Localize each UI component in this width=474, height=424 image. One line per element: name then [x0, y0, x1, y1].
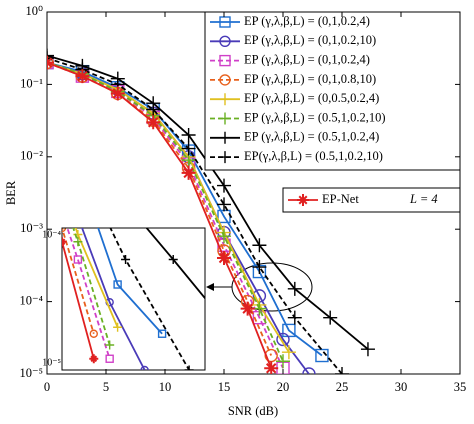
marker [360, 342, 375, 357]
marker [252, 301, 267, 316]
arrow-head [206, 283, 214, 291]
marker [219, 151, 231, 164]
marker [181, 128, 196, 143]
marker [219, 74, 231, 86]
legend-label: EP(γ,λ,β,L) = (0.5,1,0.2,10) [244, 149, 383, 163]
marker [74, 213, 81, 220]
x-tick-label: 0 [44, 380, 50, 394]
marker [113, 322, 123, 332]
marker [220, 317, 229, 326]
y-tick-label: 10⁻³ [20, 221, 43, 235]
x-tick-label: 30 [395, 380, 408, 394]
inset-y-tick-label: 10⁻⁴ [42, 229, 61, 240]
marker [26, 138, 35, 147]
marker [219, 35, 231, 47]
marker [217, 251, 231, 266]
legend-label: EP (γ,λ,β,L) = (0.5,1,0.2,10) [244, 110, 386, 124]
marker [27, 57, 34, 64]
marker [217, 178, 231, 193]
marker [157, 329, 167, 338]
marker [105, 340, 115, 350]
marker [73, 113, 82, 122]
x-tick-label: 35 [454, 380, 467, 394]
marker [264, 361, 279, 374]
marker [217, 197, 231, 212]
marker [168, 255, 178, 265]
x-tick-label: 15 [218, 380, 231, 394]
marker [47, 48, 54, 63]
marker [74, 166, 81, 173]
marker [302, 367, 316, 374]
series-line [97, 228, 163, 335]
marker [181, 165, 196, 180]
marker [323, 310, 338, 325]
legend-entries: EP (γ,λ,β,L) = (0,1,0.2,4) EP (γ,λ,β,L) =… [210, 14, 386, 206]
marker [26, 33, 35, 42]
series-line [81, 228, 146, 370]
y-axis-label: BER [4, 180, 18, 205]
marker [73, 237, 83, 247]
marker [219, 16, 231, 28]
marker [146, 102, 161, 117]
marker [47, 51, 54, 66]
marker [240, 301, 255, 316]
legend [204, 11, 461, 171]
plot-area [47, 48, 375, 374]
marker [297, 194, 309, 206]
marker [252, 260, 267, 275]
inset-y-tick-label: 10⁻⁵ [42, 357, 61, 368]
marker [315, 348, 329, 363]
marker [287, 310, 302, 325]
legend-label: EP (γ,λ,β,L) = (0,0.5,0.2,4) [244, 91, 379, 105]
marker [105, 354, 114, 363]
y-tick-label: 10⁰ [25, 4, 43, 18]
series-line [145, 228, 205, 300]
marker [252, 238, 267, 253]
marker [219, 112, 231, 125]
marker [181, 141, 196, 156]
legend-label: EP-Net [322, 192, 359, 206]
x-axis-label: SNR (dB) [228, 404, 278, 418]
marker [26, 95, 35, 104]
legend-label: EP (γ,λ,β,L) = (0,1,0.8,10) [244, 72, 376, 86]
marker [219, 131, 231, 144]
marker [89, 354, 99, 364]
marker [217, 229, 231, 244]
marker [276, 332, 290, 347]
marker [276, 354, 290, 369]
marker [110, 86, 125, 101]
marker [121, 255, 131, 265]
inset-area [26, 33, 229, 370]
marker [73, 255, 83, 264]
y-tick-label: 10⁻⁵ [20, 366, 43, 380]
x-tick-label: 5 [103, 380, 109, 394]
marker [184, 365, 194, 370]
marker [27, 114, 34, 121]
legend-label: EP (γ,λ,β,L) = (0,1,0.2,10) [244, 33, 376, 47]
legend-label: EP (γ,λ,β,L) = (0,1,0.2,4) [244, 14, 370, 28]
marker [287, 281, 302, 296]
marker [27, 125, 34, 132]
y-tick-label: 10⁻¹ [20, 76, 43, 90]
marker [146, 115, 161, 130]
series-line [47, 61, 273, 369]
legend-note: L = 4 [409, 192, 438, 206]
legend-label: EP (γ,λ,β,L) = (0,1,0.2,4) [244, 52, 370, 66]
marker [219, 54, 231, 67]
y-tick-label: 10⁻² [20, 149, 43, 163]
marker [113, 280, 122, 289]
marker [140, 365, 149, 370]
y-tick-label: 10⁻⁴ [20, 293, 43, 307]
marker [281, 345, 296, 360]
marker [73, 156, 82, 165]
x-tick-label: 20 [277, 380, 290, 394]
x-tick-label: 10 [159, 380, 172, 394]
legend-label: EP (γ,λ,β,L) = (0.5,1,0.2,4) [244, 130, 379, 144]
marker [121, 198, 130, 207]
marker [75, 69, 90, 84]
x-tick-label: 25 [336, 380, 349, 394]
marker [89, 329, 98, 338]
marker [219, 93, 231, 106]
